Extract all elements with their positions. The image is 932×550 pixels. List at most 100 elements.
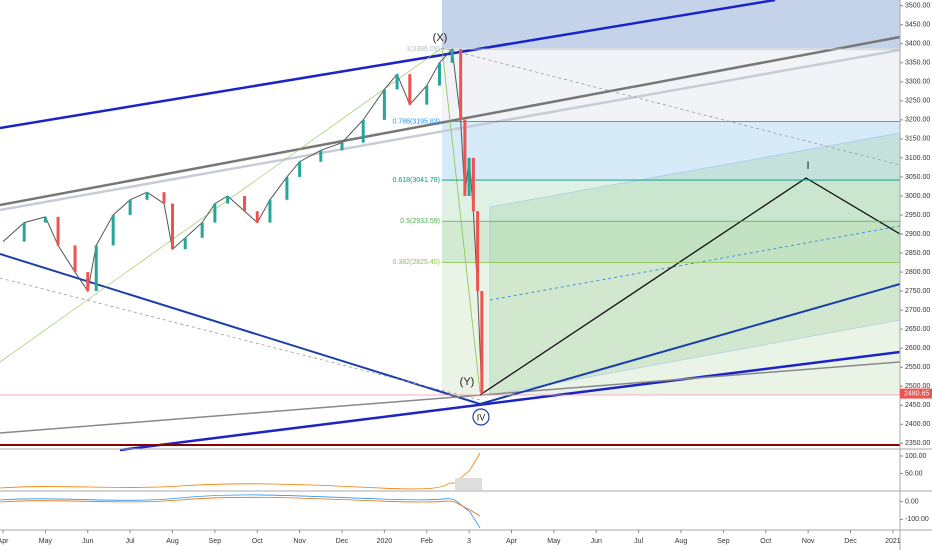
candle	[319, 150, 323, 162]
y-tick-label: 2500.00	[905, 383, 930, 390]
x-tick-label: Jul	[126, 538, 135, 545]
candle	[450, 49, 454, 63]
candle	[285, 176, 289, 200]
candle	[43, 216, 47, 223]
x-tick-label: May	[547, 538, 561, 545]
x-tick-label: Oct	[760, 538, 771, 545]
y-tick-label: 2700.00	[905, 307, 930, 314]
candle	[213, 203, 217, 223]
y-tick-label: 2350.00	[905, 440, 930, 447]
osc-tick-label: 100.00	[905, 453, 927, 460]
candle	[162, 192, 166, 204]
candle	[268, 199, 272, 223]
x-tick-label: Feb	[421, 538, 433, 545]
wave-label: IV	[477, 412, 486, 422]
oscillator-line	[0, 494, 481, 529]
candle	[243, 195, 247, 212]
x-tick-label: Dec	[844, 538, 857, 545]
x-tick-label: 2021	[885, 538, 901, 545]
y-tick-label: 2550.00	[905, 364, 930, 371]
y-tick-label: 2950.00	[905, 212, 930, 219]
wave-label: (Y)	[460, 376, 475, 388]
y-tick-label: 2450.00	[905, 402, 930, 409]
wave-label: I	[806, 160, 809, 172]
last-price-box	[900, 388, 932, 399]
x-tick-label: Nov	[802, 538, 815, 545]
candle	[200, 222, 204, 238]
x-tick-label: Apr	[0, 538, 9, 545]
candle	[480, 291, 484, 394]
x-tick-label: Apr	[506, 538, 518, 545]
y-tick-label: 2850.00	[905, 250, 930, 257]
fib-zone	[442, 122, 900, 180]
y-tick-label: 2400.00	[905, 421, 930, 428]
candle	[255, 211, 259, 223]
wave-label: (X)	[433, 32, 448, 44]
trend-line	[0, 48, 901, 212]
y-tick-label: 3050.00	[905, 174, 930, 181]
x-tick-label: Jul	[634, 538, 643, 545]
candle	[94, 245, 98, 292]
candle	[86, 272, 90, 292]
candle	[408, 74, 412, 105]
candle	[425, 85, 429, 105]
y-tick-label: 3400.00	[905, 41, 930, 48]
candle	[226, 195, 230, 204]
oscillator-line	[0, 496, 481, 517]
candle	[171, 203, 175, 250]
candle	[395, 74, 399, 90]
candle	[476, 211, 480, 292]
fib-label: 1(3386.09)	[406, 46, 440, 53]
y-tick-label: 3100.00	[905, 155, 930, 162]
fib-zone	[442, 180, 900, 221]
candle	[56, 216, 60, 246]
candle	[340, 142, 344, 151]
candle	[145, 192, 149, 200]
y-tick-label: 3450.00	[905, 22, 930, 29]
candle	[128, 199, 132, 215]
x-tick-label: Sep	[209, 538, 222, 545]
candle	[382, 89, 386, 120]
trend-line	[0, 47, 443, 363]
y-tick-label: 2900.00	[905, 231, 930, 238]
candle	[183, 237, 187, 250]
fib-label: 0.382(2825.40)	[393, 259, 440, 266]
x-tick-label: Aug	[675, 538, 688, 545]
x-tick-label: Dec	[336, 538, 349, 545]
y-tick-label: 3000.00	[905, 193, 930, 200]
x-tick-label: Nov	[293, 538, 306, 545]
trend-line	[479, 283, 901, 405]
trend-line	[441, 47, 481, 393]
x-tick-label: 2020	[377, 538, 393, 545]
fib-label: 0.618(3041.78)	[393, 177, 440, 184]
y-tick-label: 2800.00	[905, 269, 930, 276]
y-tick-label: 2650.00	[905, 326, 930, 333]
fib-zone	[442, 48, 900, 122]
target-zone	[442, 0, 900, 48]
candle	[437, 62, 441, 86]
y-tick-label: 3200.00	[905, 117, 930, 124]
x-tick-label: Oct	[252, 538, 263, 545]
trend-line	[0, 0, 776, 130]
x-tick-label: Jun	[82, 538, 93, 545]
x-tick-label: Sep	[717, 538, 730, 545]
x-tick-label: May	[39, 538, 53, 545]
candle	[73, 245, 77, 273]
oscillator-fill	[455, 478, 482, 490]
y-tick-label: 3350.00	[905, 60, 930, 67]
osc-tick-label: -100.00	[905, 516, 929, 523]
fib-label: 0.786(3195.83)	[393, 118, 440, 125]
x-tick-label: 3	[467, 538, 471, 545]
candle	[298, 161, 302, 177]
oscillator-line	[0, 452, 481, 490]
candle	[111, 214, 115, 246]
y-tick-label: 3500.00	[905, 3, 930, 10]
fib-zone	[442, 263, 900, 395]
x-tick-label: Aug	[166, 538, 179, 545]
candle	[361, 119, 365, 143]
candle	[471, 157, 475, 212]
fib-label: 0.5(2933.59)	[400, 218, 440, 225]
candle	[467, 157, 471, 196]
